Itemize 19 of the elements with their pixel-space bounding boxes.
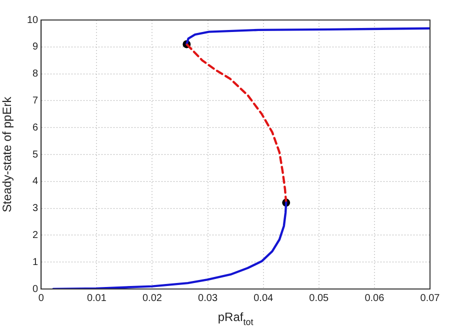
x-tick-label: 0.03 [198,292,218,304]
y-tick-label: 4 [32,176,39,188]
y-axis-title: Steady-state of ppErk [0,96,14,212]
x-tick-label: 0.06 [364,292,385,304]
y-tick-label: 0 [32,284,39,295]
x-tick-label: 0.01 [86,292,107,304]
x-tick-label: 0.05 [309,292,330,304]
x-tick-label: 0.02 [142,292,162,304]
x-tick-label: 0.07 [420,292,440,304]
y-tick-label: 7 [32,95,39,106]
y-tick-label: 10 [27,14,39,26]
y-tick-label: 6 [32,122,39,134]
y-tick-label: 1 [32,256,39,268]
y-tick-label: 9 [32,42,39,53]
y-tick-label: 5 [32,149,39,160]
y-tick-label: 2 [32,230,39,241]
y-tick-label: 3 [32,203,39,214]
y-tick-label: 8 [32,68,39,80]
x-tick-label: 0.04 [254,292,274,304]
